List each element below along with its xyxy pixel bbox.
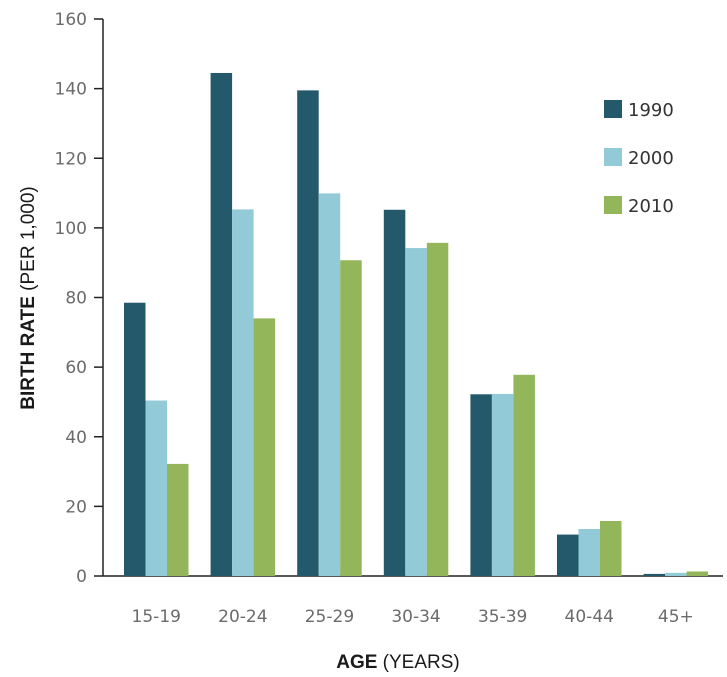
x-tick-label: 20-24 — [218, 607, 267, 627]
y-axis-title-bold: BIRTH RATE — [18, 296, 39, 410]
bar-2000-20-24 — [232, 209, 254, 576]
bar-2010-30-34 — [426, 242, 449, 577]
y-axis-title: BIRTH RATE (PER 1,000) — [18, 186, 39, 409]
legend-label-1990: 1990 — [628, 100, 674, 121]
y-tick-label: 100 — [55, 219, 87, 239]
x-axis-title-rest: (YEARS) — [377, 652, 459, 673]
y-tick-label: 60 — [65, 358, 87, 378]
x-tick-label: 35-39 — [478, 607, 527, 627]
y-tick-label: 80 — [65, 289, 87, 309]
x-axis-title-bold: AGE — [336, 652, 377, 673]
bar-2000-35-39 — [491, 393, 514, 576]
x-axis: 15-19 20-24 25-29 30-34 35-39 40-44 45+ — [103, 575, 723, 627]
x-tick-label: 25-29 — [305, 607, 354, 627]
y-tick-label: 0 — [76, 567, 87, 587]
legend-label-2000: 2000 — [628, 148, 674, 169]
y-axis: 0 20 40 60 80 100 120 140 160 — [55, 10, 104, 587]
legend-swatch-1990 — [604, 100, 622, 118]
legend: 1990 2000 2010 — [604, 100, 674, 217]
bar-2010-45+ — [686, 571, 709, 576]
y-tick-label: 160 — [55, 10, 87, 30]
x-tick-label: 30-34 — [391, 607, 440, 627]
legend-swatch-2000 — [604, 148, 622, 166]
bar-2000-30-34 — [405, 248, 427, 576]
bar-2000-45+ — [665, 572, 687, 576]
bar-2010-20-24 — [253, 318, 276, 576]
bar-2010-35-39 — [513, 374, 535, 576]
bar-2010-40-44 — [600, 520, 622, 576]
y-axis-title-rest: (PER 1,000) — [18, 186, 39, 296]
y-tick-label: 40 — [65, 428, 87, 448]
legend-swatch-2010 — [604, 196, 622, 214]
bars — [124, 72, 709, 577]
bar-2000-25-29 — [318, 193, 341, 576]
bar-1990-15-19 — [124, 302, 146, 576]
y-tick-label: 120 — [55, 149, 87, 169]
bar-2010-25-29 — [340, 260, 362, 576]
y-tick-label: 20 — [65, 497, 87, 517]
bar-1990-45+ — [643, 573, 666, 576]
bar-1990-30-34 — [383, 209, 406, 576]
x-tick-label: 40-44 — [565, 607, 614, 627]
bar-1990-35-39 — [470, 394, 492, 576]
bar-2010-15-19 — [167, 463, 189, 576]
x-tick-label: 45+ — [658, 607, 694, 627]
x-tick-label: 15-19 — [132, 607, 181, 627]
bar-2000-15-19 — [145, 400, 167, 576]
bar-1990-20-24 — [210, 72, 233, 576]
bar-2000-40-44 — [578, 529, 600, 576]
bar-1990-25-29 — [297, 90, 319, 576]
legend-label-2010: 2010 — [628, 196, 674, 217]
y-tick-label: 140 — [55, 80, 87, 100]
x-axis-title: AGE (YEARS) — [336, 652, 460, 673]
bar-1990-40-44 — [557, 534, 579, 576]
